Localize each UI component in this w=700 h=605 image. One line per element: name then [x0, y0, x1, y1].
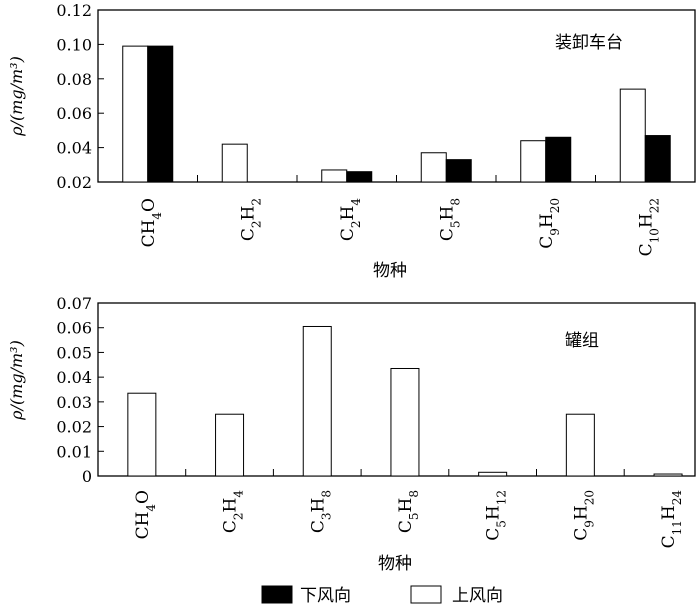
x-tick-label: C3H8: [308, 490, 333, 533]
x-axis-label-loading: 物种: [373, 261, 407, 281]
x-axis-label-tank: 物种: [378, 554, 412, 574]
annotation-tank-farm: 罐组: [565, 331, 599, 351]
x-tick-label: C5H8: [437, 198, 462, 241]
x-ticks-loading: CH4O C2H2 C2H4 C5H8 C9H20 C10H22: [139, 175, 661, 256]
chart-tank-farm: 0 0.01 0.02 0.03 0.04 0.05 0.06 0.07 CH4O C2H4 C3…: [7, 294, 696, 574]
bar-upwind: [390, 367, 420, 477]
x-tick-label: C5H8: [396, 490, 421, 533]
legend-label-upwind: 上风向: [452, 586, 503, 605]
y-axis-label-tank: ρ/(mg/m³): [7, 340, 26, 421]
x-tick-label: C2H2: [238, 198, 263, 241]
y-tick-label: 0.06: [56, 319, 92, 338]
y-tick-label: 0.04: [56, 368, 92, 387]
bar-upwind: [653, 473, 683, 477]
bar-upwind: [565, 413, 595, 477]
y-tick-label: 0.06: [56, 104, 92, 123]
x-tick-label: C9H20: [571, 490, 596, 541]
x-tick-label: CH4O: [133, 490, 158, 539]
bar-upwind: [321, 169, 348, 183]
y-tick-label: 0.02: [56, 418, 92, 437]
bar-upwind: [221, 143, 248, 183]
bars-loading: [122, 45, 671, 183]
legend-swatch-upwind: [410, 585, 442, 604]
x-tick-label: C2H4: [221, 490, 246, 533]
legend-label-downwind: 下风向: [300, 586, 351, 605]
y-tick-label: 0.03: [56, 393, 92, 412]
bar-upwind: [619, 88, 646, 183]
legend: 下风向 上风向: [261, 585, 503, 605]
bar-upwind: [127, 392, 157, 477]
x-tick-label: C11H24: [659, 490, 684, 549]
y-tick-label: 0.08: [56, 70, 92, 89]
bar-upwind: [215, 413, 245, 477]
x-tick-label: C9H20: [537, 198, 562, 249]
bar-downwind: [445, 159, 472, 183]
y-ticks-loading: 0.02 0.04 0.06 0.08 0.10 0.12: [56, 1, 104, 192]
chart-loading-station: 0.02 0.04 0.06 0.08 0.10 0.12 CH4O C2H2 C2H4 C5H…: [7, 1, 696, 281]
bar-downwind: [545, 136, 572, 183]
x-tick-label: C2H4: [338, 198, 363, 241]
y-tick-label: 0.10: [56, 35, 92, 54]
bar-upwind: [420, 152, 447, 183]
y-tick-label: 0: [82, 467, 92, 486]
annotation-loading-station: 装卸车台: [555, 33, 623, 53]
y-tick-label: 0.02: [56, 173, 92, 192]
y-tick-label: 0.05: [56, 343, 92, 362]
x-tick-label: C10H22: [636, 198, 661, 256]
y-tick-label: 0.07: [56, 294, 92, 313]
bar-downwind: [147, 45, 174, 183]
y-tick-label: 0.01: [56, 442, 92, 461]
bar-downwind: [644, 135, 671, 183]
bar-upwind: [520, 140, 547, 183]
y-tick-label: 0.12: [56, 1, 92, 20]
bar-upwind: [302, 325, 332, 477]
y-ticks-tank: 0 0.01 0.02 0.03 0.04 0.05 0.06 0.07: [56, 294, 104, 486]
bar-downwind: [346, 171, 373, 183]
bar-upwind: [122, 45, 149, 183]
x-tick-label: CH4O: [139, 198, 164, 247]
x-ticks-tank: CH4O C2H4 C3H8 C5H8 C5H12 C9H20 C11H24: [133, 469, 684, 548]
bars-tank: [127, 325, 683, 477]
legend-swatch-downwind: [261, 585, 293, 604]
y-axis-label-loading: ρ/(mg/m³): [7, 56, 26, 137]
x-tick-label: C5H12: [484, 490, 509, 541]
y-tick-label: 0.04: [56, 139, 92, 158]
bar-upwind: [478, 471, 508, 477]
